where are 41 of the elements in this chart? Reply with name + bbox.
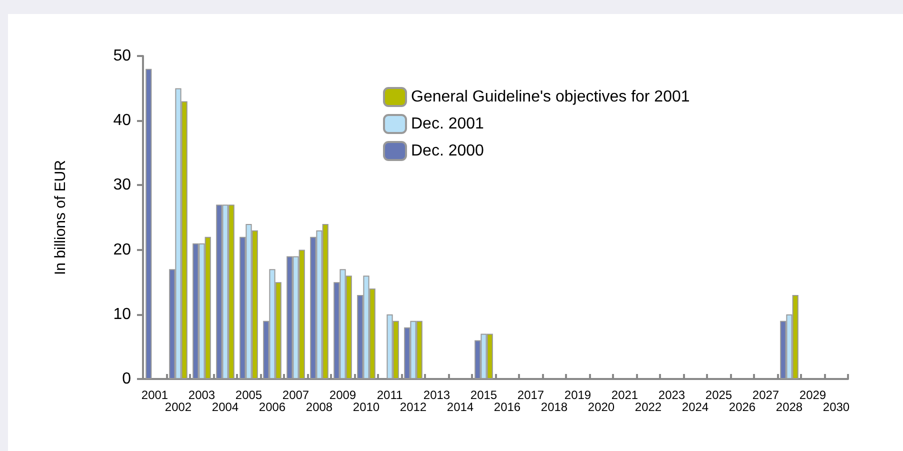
x-tick-label: 2015 [470,388,498,402]
y-tick-label: 0 [122,370,132,388]
x-tick-label: 2016 [494,400,521,414]
x-tick-label: 2012 [400,400,427,414]
x-tick-label: 2010 [352,400,380,414]
legend-label: Dec. 2000 [411,142,484,160]
x-tick-label: 2025 [705,388,732,402]
x-tick-label: 2028 [776,400,803,414]
y-tick-label: 50 [113,48,132,64]
y-tick-label: 30 [113,176,132,194]
x-tick-label: 2024 [682,400,709,414]
legend-label: Dec. 2001 [411,116,484,132]
x-tick-label: 2030 [822,400,850,414]
x-tick-label: 2018 [540,400,568,414]
x-tick-label: 2013 [423,388,450,402]
x-tick-label: 2021 [611,388,638,402]
x-tick-label: 2027 [752,388,780,402]
x-tick-label: 2026 [728,400,756,414]
bar [146,68,152,379]
x-tick-label: 2011 [376,388,403,402]
x-tick-label: 2019 [564,388,592,402]
y-axis-title: In billions of EUR [52,160,69,276]
x-tick-label: 2017 [517,388,544,402]
y-tick-label: 10 [113,306,132,323]
x-tick-label: 2022 [634,400,662,414]
x-tick-label: 2020 [588,400,615,414]
x-tick-label: 2003 [188,388,216,402]
y-tick-label: 40 [113,112,132,130]
x-tick-label: 2014 [446,400,474,414]
x-tick-label: 2005 [235,388,262,402]
x-tick-label: 2002 [164,400,192,414]
y-tick-label: 20 [113,241,132,258]
x-tick-label: 2007 [282,388,310,402]
x-tick-label: 2008 [306,400,333,414]
x-tick-label: 2004 [212,400,239,414]
x-tick-label: 2009 [329,388,356,402]
x-tick-label: 2029 [799,388,826,402]
legend-label: General Guideline's objectives for 2001 [411,88,690,106]
x-tick-label: 2023 [658,388,686,402]
x-tick-label: 2001 [141,388,168,402]
x-tick-label: 2006 [258,400,286,414]
